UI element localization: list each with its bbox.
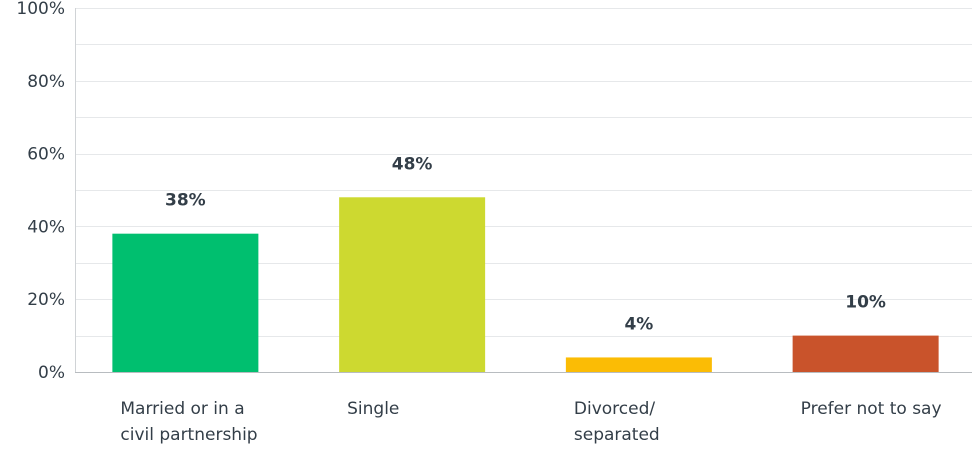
y-tick-label: 40% — [27, 217, 65, 237]
x-category-label: Single — [347, 399, 400, 419]
data-label: 38% — [165, 191, 206, 211]
data-label: 10% — [845, 293, 886, 313]
bar — [565, 357, 712, 372]
y-tick-label: 80% — [27, 72, 65, 92]
x-category-label: Prefer not to say — [800, 399, 942, 419]
y-tick-labels: 0% 20% 40% 60% 80% 100% — [16, 0, 65, 383]
x-category-label: Divorced/ separated — [573, 399, 660, 445]
y-tick-label: 60% — [27, 145, 65, 165]
bar — [112, 233, 259, 372]
y-tick-label: 20% — [27, 290, 65, 310]
data-label: 4% — [624, 314, 653, 334]
bar — [339, 197, 486, 372]
y-tick-label: 100% — [16, 0, 65, 19]
x-category-label: Married or in a civil partnership — [120, 399, 258, 445]
y-tick-label: 0% — [38, 363, 65, 383]
axes — [75, 8, 972, 373]
data-labels: 38% 48% 4% 10% — [165, 154, 886, 334]
bar — [792, 335, 939, 372]
bars — [112, 197, 939, 372]
data-label: 48% — [392, 154, 433, 174]
